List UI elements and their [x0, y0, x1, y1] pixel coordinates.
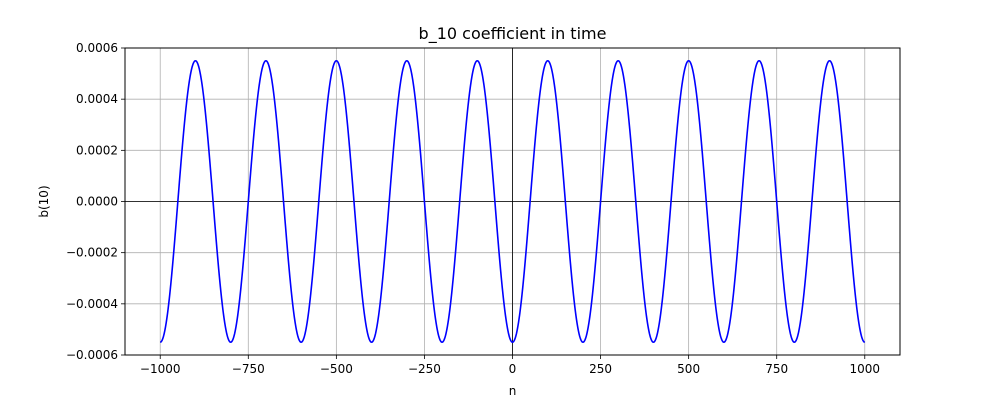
y-tick-label: −0.0002: [66, 246, 118, 260]
x-tick-label: 0: [509, 362, 517, 376]
y-axis-label: b(10): [37, 185, 51, 217]
x-tick-label: −1000: [140, 362, 181, 376]
y-tick-label: 0.0000: [76, 195, 118, 209]
y-axis-ticks: −0.0006 −0.0004 −0.0002 0.0000 0.0002 0.0004 0…: [66, 41, 125, 362]
x-tick-label: 250: [589, 362, 612, 376]
x-axis-ticks: −1000 −750 −500 −250 0 250 500 750 1000: [140, 355, 880, 376]
y-tick-label: 0.0006: [76, 41, 118, 55]
reference-lines: [125, 48, 900, 355]
x-tick-label: 1000: [849, 362, 880, 376]
x-tick-label: 750: [765, 362, 788, 376]
x-tick-label: −250: [408, 362, 441, 376]
y-tick-label: −0.0004: [66, 297, 118, 311]
chart-title: b_10 coefficient in time: [419, 24, 607, 44]
series-group: [160, 59, 865, 344]
x-tick-label: 500: [677, 362, 700, 376]
x-axis-label: n: [509, 384, 517, 398]
y-tick-label: −0.0006: [66, 348, 118, 362]
x-tick-label: −500: [320, 362, 353, 376]
series-line: [160, 59, 865, 344]
x-tick-label: −750: [232, 362, 265, 376]
y-tick-label: 0.0004: [76, 92, 118, 106]
y-tick-label: 0.0002: [76, 143, 118, 157]
